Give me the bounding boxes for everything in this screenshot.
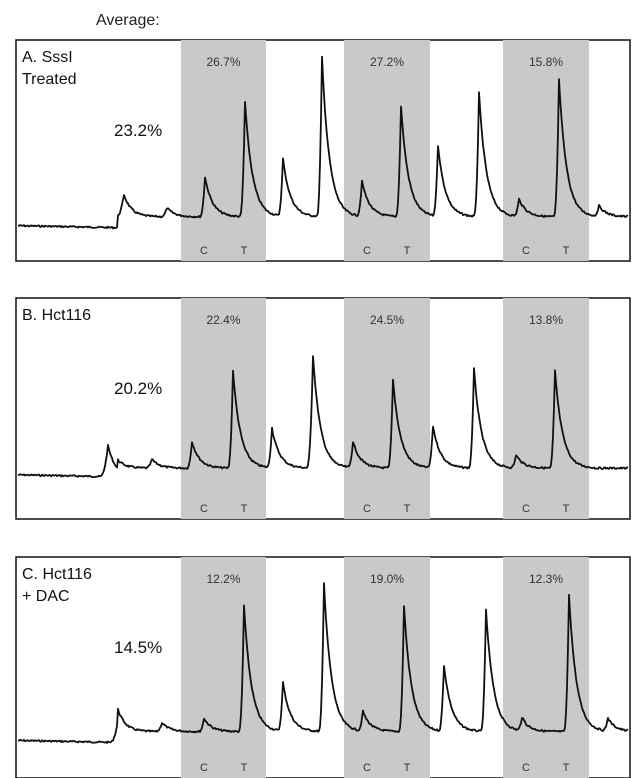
shaded-window <box>181 40 266 261</box>
c-peak-label: C <box>200 762 208 774</box>
shaded-window <box>344 40 430 261</box>
c-peak-label: C <box>522 245 530 257</box>
shaded-window <box>344 557 430 778</box>
t-peak-label: T <box>241 245 248 257</box>
panel-label: Treated <box>22 71 77 88</box>
window-percent-label: 15.8% <box>529 55 563 69</box>
t-peak-label: T <box>563 245 570 257</box>
panel-c: 12.2% C T 19.0% C T 12.3% C T C. Hct116 + DAC 14.5% <box>15 556 631 778</box>
average-value: 23.2% <box>114 121 162 140</box>
pyrogram-trace <box>17 355 629 479</box>
t-peak-label: T <box>563 762 570 774</box>
c-peak-label: C <box>363 762 371 774</box>
c-peak-label: C <box>363 245 371 257</box>
average-header: Average: <box>96 12 160 29</box>
panel-label: C. Hct116 <box>22 566 92 583</box>
t-peak-label: T <box>241 762 248 774</box>
shaded-window <box>503 40 589 261</box>
t-peak-label: T <box>404 503 411 515</box>
pyrogram-trace <box>17 55 629 230</box>
c-peak-label: C <box>363 503 371 515</box>
window-percent-label: 26.7% <box>206 55 240 69</box>
window-percent-label: 12.3% <box>529 572 563 586</box>
t-peak-label: T <box>241 503 248 515</box>
window-percent-label: 13.8% <box>529 313 563 327</box>
t-peak-label: T <box>563 503 570 515</box>
shaded-window <box>503 298 589 519</box>
panel-label: A. SssI <box>22 49 73 66</box>
average-value: 14.5% <box>114 638 162 657</box>
panel-label: B. Hct116 <box>22 307 91 324</box>
c-peak-label: C <box>200 503 208 515</box>
c-peak-label: C <box>200 245 208 257</box>
shaded-window <box>181 557 266 778</box>
pyrogram-trace <box>17 582 629 744</box>
window-percent-label: 22.4% <box>206 313 240 327</box>
shaded-window <box>344 298 430 519</box>
t-peak-label: T <box>404 245 411 257</box>
panel-label: + DAC <box>22 588 70 605</box>
window-percent-label: 27.2% <box>370 55 404 69</box>
t-peak-label: T <box>404 762 411 774</box>
average-value: 20.2% <box>114 379 162 398</box>
window-percent-label: 24.5% <box>370 313 404 327</box>
c-peak-label: C <box>522 503 530 515</box>
window-percent-label: 19.0% <box>370 572 404 586</box>
panel-a: 26.7% C T 27.2% C T 15.8% C T A. SssI Treated 23.2% <box>15 39 631 262</box>
panel-b: 22.4% C T 24.5% C T 13.8% C T B. Hct116 20.2% <box>15 297 631 520</box>
shaded-window <box>181 298 266 519</box>
window-percent-label: 12.2% <box>206 572 240 586</box>
c-peak-label: C <box>522 762 530 774</box>
shaded-window <box>503 557 589 778</box>
